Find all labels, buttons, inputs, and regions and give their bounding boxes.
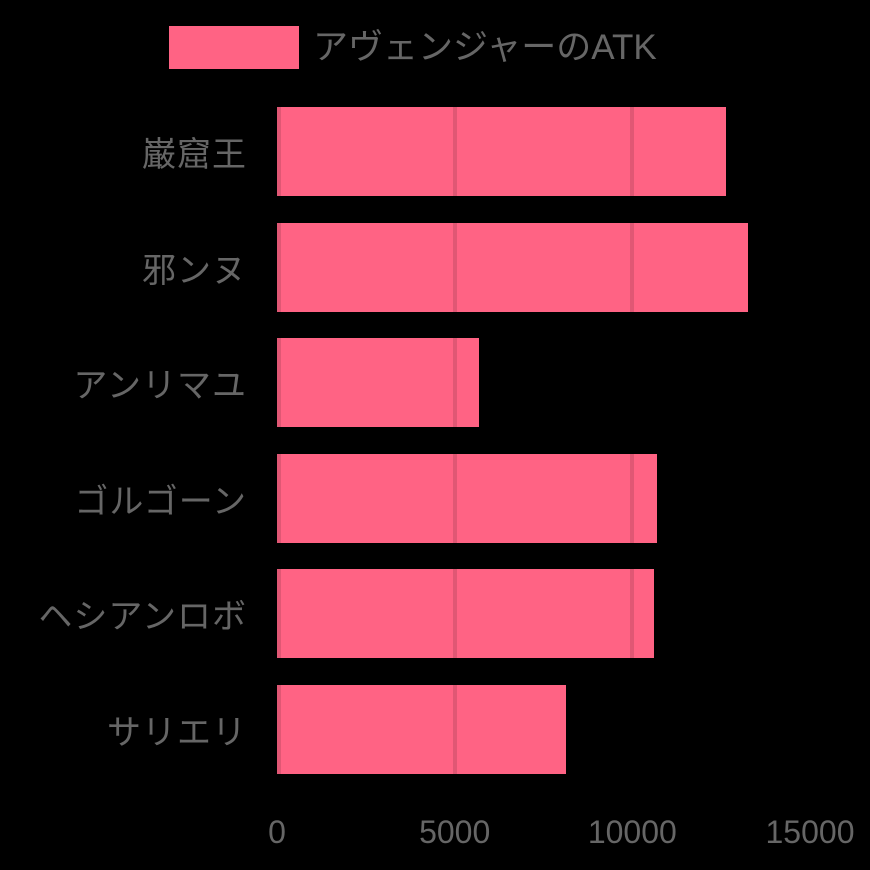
category-label: ゴルゴーン	[74, 482, 247, 521]
bar-row	[277, 325, 810, 441]
category-label: 邪ンヌ	[142, 251, 247, 290]
atk-bar	[277, 684, 566, 774]
category-label: アンリマユ	[73, 367, 247, 406]
x-tick-label: 15000	[765, 814, 855, 850]
atk-bar	[277, 222, 748, 312]
legend-label: アヴェンジャーのATK	[313, 28, 657, 67]
category-label: ヘシアンロボ	[38, 598, 247, 637]
atk-bar	[277, 338, 479, 428]
bar-row	[277, 210, 810, 326]
bar-rows	[277, 94, 810, 787]
bar-row	[277, 94, 810, 210]
plot-area	[277, 94, 810, 787]
category-label: サリエリ	[107, 713, 247, 752]
x-tick-label: 10000	[587, 814, 677, 850]
atk-bar	[277, 569, 655, 659]
x-axis-ticks: 0 5000 10000 15000	[268, 814, 854, 854]
atk-bar	[277, 107, 727, 197]
bar-row	[277, 441, 810, 557]
x-tick-label: 0	[268, 814, 286, 850]
category-label: 巌窟王	[142, 136, 247, 175]
bar-row	[277, 672, 810, 788]
legend-swatch	[169, 26, 299, 69]
legend-item[interactable]: アヴェンジャーのATK	[169, 26, 657, 69]
atk-bar	[277, 453, 658, 543]
bar-row	[277, 556, 810, 672]
y-axis-category-labels: 巌窟王邪ンヌアンリマユゴルゴーンヘシアンロボサリエリ	[0, 94, 247, 787]
x-tick-label: 5000	[419, 814, 491, 850]
